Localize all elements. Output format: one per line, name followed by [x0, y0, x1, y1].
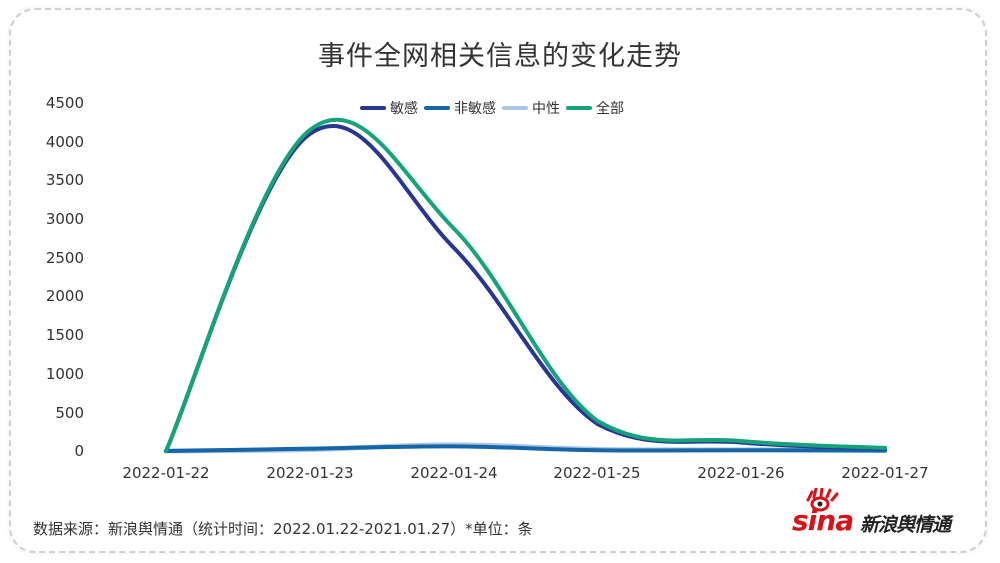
y-tick-label: 1000 [45, 365, 84, 383]
sina-eye-icon [806, 488, 839, 512]
y-tick-label: 500 [55, 404, 84, 422]
chart-legend: 敏感 非敏感 中性 全部 [360, 98, 630, 118]
legend-label: 全部 [596, 101, 624, 117]
legend-label: 非敏感 [454, 101, 496, 117]
legend-swatch-all [566, 106, 592, 110]
sina-yuqingtong-logo: sina 新浪舆情通 [792, 488, 982, 538]
x-tick-label: 2022-01-24 [410, 464, 498, 482]
series-line-0 [164, 124, 887, 453]
series-line-1 [164, 444, 887, 453]
legend-swatch-neutral [502, 106, 528, 110]
y-tick-label: 3000 [45, 210, 84, 228]
y-tick-label: 1500 [45, 326, 84, 344]
x-tick-label: 2022-01-25 [553, 464, 641, 482]
chart-title: 事件全网相关信息的变化走势 [318, 41, 682, 72]
x-tick-label: 2022-01-27 [841, 464, 929, 482]
series-layer [163, 117, 888, 454]
legend-item-non-sensitive[interactable]: 非敏感 [424, 98, 496, 118]
y-tick-label: 3500 [45, 171, 84, 189]
x-tick-label: 2022-01-26 [697, 464, 785, 482]
legend-swatch-sensitive [360, 106, 386, 110]
y-tick-label: 2500 [45, 249, 84, 267]
x-tick-label: 2022-01-22 [122, 464, 210, 482]
legend-item-sensitive[interactable]: 敏感 [360, 98, 418, 118]
legend-label: 中性 [532, 101, 560, 117]
y-tick-label: 4000 [45, 133, 84, 151]
logo-brand: sina [792, 504, 854, 537]
y-tick-label: 0 [74, 442, 84, 460]
legend-item-all[interactable]: 全部 [566, 98, 624, 118]
y-tick-label: 4500 [45, 94, 84, 112]
legend-item-neutral[interactable]: 中性 [502, 98, 560, 118]
logo-text: 新浪舆情通 [860, 514, 951, 536]
data-source-note: 数据来源：新浪舆情通（统计时间：2022.01.22-2021.01.27）*单… [33, 520, 533, 538]
legend-label: 敏感 [390, 101, 418, 117]
chart-card [9, 8, 987, 553]
y-tick-label: 2000 [45, 287, 84, 305]
series-line-3 [164, 117, 887, 453]
x-tick-label: 2022-01-23 [266, 464, 354, 482]
legend-swatch-non-sensitive [424, 106, 450, 110]
